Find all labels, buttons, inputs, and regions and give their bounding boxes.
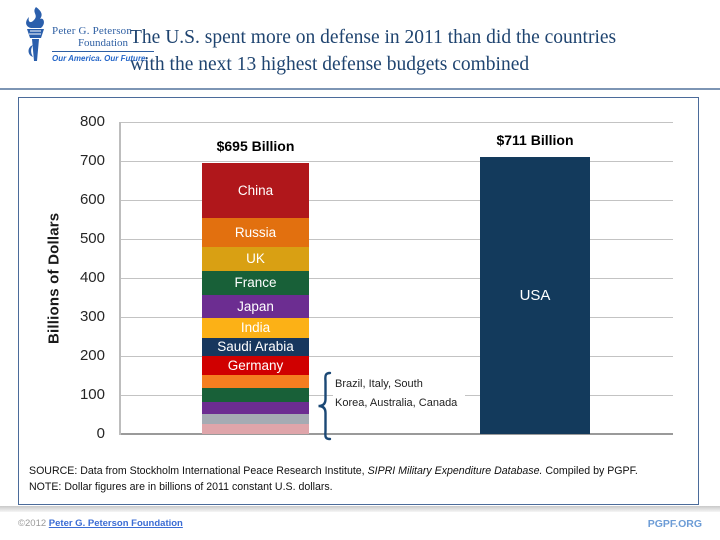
bar-segment-saudi-arabia: Saudi Arabia — [202, 337, 309, 357]
usa-total-label: $711 Billion — [496, 131, 574, 148]
stacked-bar-next13: China Russia UK France Japan India Saudi Arabi… — [202, 162, 309, 434]
annotation-line2: Korea, Australia, Canada — [335, 397, 458, 409]
ytick-300: 300 — [79, 308, 105, 325]
bar-segment-australia — [202, 413, 309, 425]
bar-segment-label-japan: Japan — [237, 299, 274, 315]
gridline-500 — [119, 238, 673, 240]
gridline-600 — [119, 199, 673, 201]
gridline-700 — [119, 160, 673, 162]
bar-segment-france: France — [202, 270, 309, 296]
bar-segment-china: China — [202, 162, 309, 219]
bar-segment-label-germany: Germany — [227, 357, 284, 373]
bar-segment-india: India — [202, 318, 309, 338]
logo-name-line1: Peter G. Peterson — [52, 25, 133, 37]
source-suffix: Compiled by PGPF. — [542, 465, 638, 477]
bar-segment-brazil — [202, 374, 309, 389]
source-note-block: SOURCE: Data from Stockholm Internationa… — [29, 463, 689, 495]
bar-segment-label-russia: Russia — [234, 224, 277, 240]
bar-segment-label-france: France — [234, 275, 277, 291]
bar-segment-japan: Japan — [202, 295, 309, 319]
annotation-small-countries: Brazil, Italy, South Korea, Australia, C… — [333, 375, 465, 413]
gridline-400 — [119, 277, 673, 279]
bar-usa: USA — [480, 156, 590, 434]
ytick-400: 400 — [79, 269, 105, 286]
bar-segment-south-korea — [202, 401, 309, 414]
source-prefix: SOURCE: Data from Stockholm Internationa… — [29, 465, 368, 477]
footer: ©2012 Peter G. Peterson Foundation PGPF.… — [18, 518, 702, 532]
header-divider — [0, 88, 720, 90]
torch-logo-icon — [26, 7, 44, 61]
ytick-100: 100 — [79, 386, 105, 403]
page-title: The U.S. spent more on defense in 2011 t… — [130, 24, 710, 78]
footer-divider-bar — [0, 506, 720, 512]
bar-segment-germany: Germany — [202, 356, 309, 375]
ytick-700: 700 — [79, 152, 105, 169]
bar-segment-usa: USA — [480, 156, 590, 434]
title-line1: The U.S. spent more on defense in 2011 t… — [130, 27, 617, 48]
bar-segment-label-usa: USA — [519, 286, 551, 304]
bar-segment-label-india: India — [240, 320, 271, 336]
ytick-200: 200 — [79, 347, 105, 364]
bar-segment-label-uk: UK — [246, 250, 265, 266]
ytick-800: 800 — [79, 113, 105, 130]
gridline-300 — [119, 316, 673, 318]
source-italic: SIPRI Military Expenditure Database. — [367, 465, 543, 477]
copyright-year: ©2012 — [18, 518, 49, 529]
ytick-600: 600 — [79, 191, 105, 208]
logo-tagline: Our America. Our Future. — [52, 54, 148, 63]
bar-segment-label-china: China — [237, 182, 274, 198]
ytick-500: 500 — [79, 230, 105, 247]
plot-area: Billions of Dollars $695 Billion $711 Bi… — [19, 98, 698, 504]
bar-segment-italy — [202, 388, 309, 402]
logo-text: Peter G. Peterson Foundation Our America… — [52, 25, 154, 63]
bar-segment-russia: Russia — [202, 218, 309, 247]
gridline-800 — [119, 121, 673, 123]
chart-frame: Billions of Dollars $695 Billion $711 Bi… — [18, 97, 699, 505]
ytick-0: 0 — [96, 425, 105, 442]
bar-segment-label-saudi-arabia: Saudi Arabia — [217, 339, 294, 355]
foundation-link[interactable]: Peter G. Peterson Foundation — [48, 518, 183, 529]
y-axis-line — [119, 122, 121, 435]
brace-bracket — [318, 371, 332, 441]
source-line: SOURCE: Data from Stockholm Internationa… — [29, 463, 689, 479]
note-line: NOTE: Dollar figures are in billions of … — [29, 481, 333, 493]
gridline-0 — [119, 433, 673, 435]
next13-total-label: $695 Billion — [216, 137, 295, 154]
annotation-line1: Brazil, Italy, South — [335, 378, 423, 390]
bar-segment-canada — [202, 424, 309, 434]
title-line2: with the next 13 highest defense budgets… — [130, 54, 530, 75]
pgpf-org-link[interactable]: PGPF.ORG — [647, 518, 702, 530]
bar-segment-uk: UK — [202, 246, 309, 271]
logo-name-line2: Foundation — [52, 37, 154, 52]
gridline-200 — [119, 355, 673, 357]
